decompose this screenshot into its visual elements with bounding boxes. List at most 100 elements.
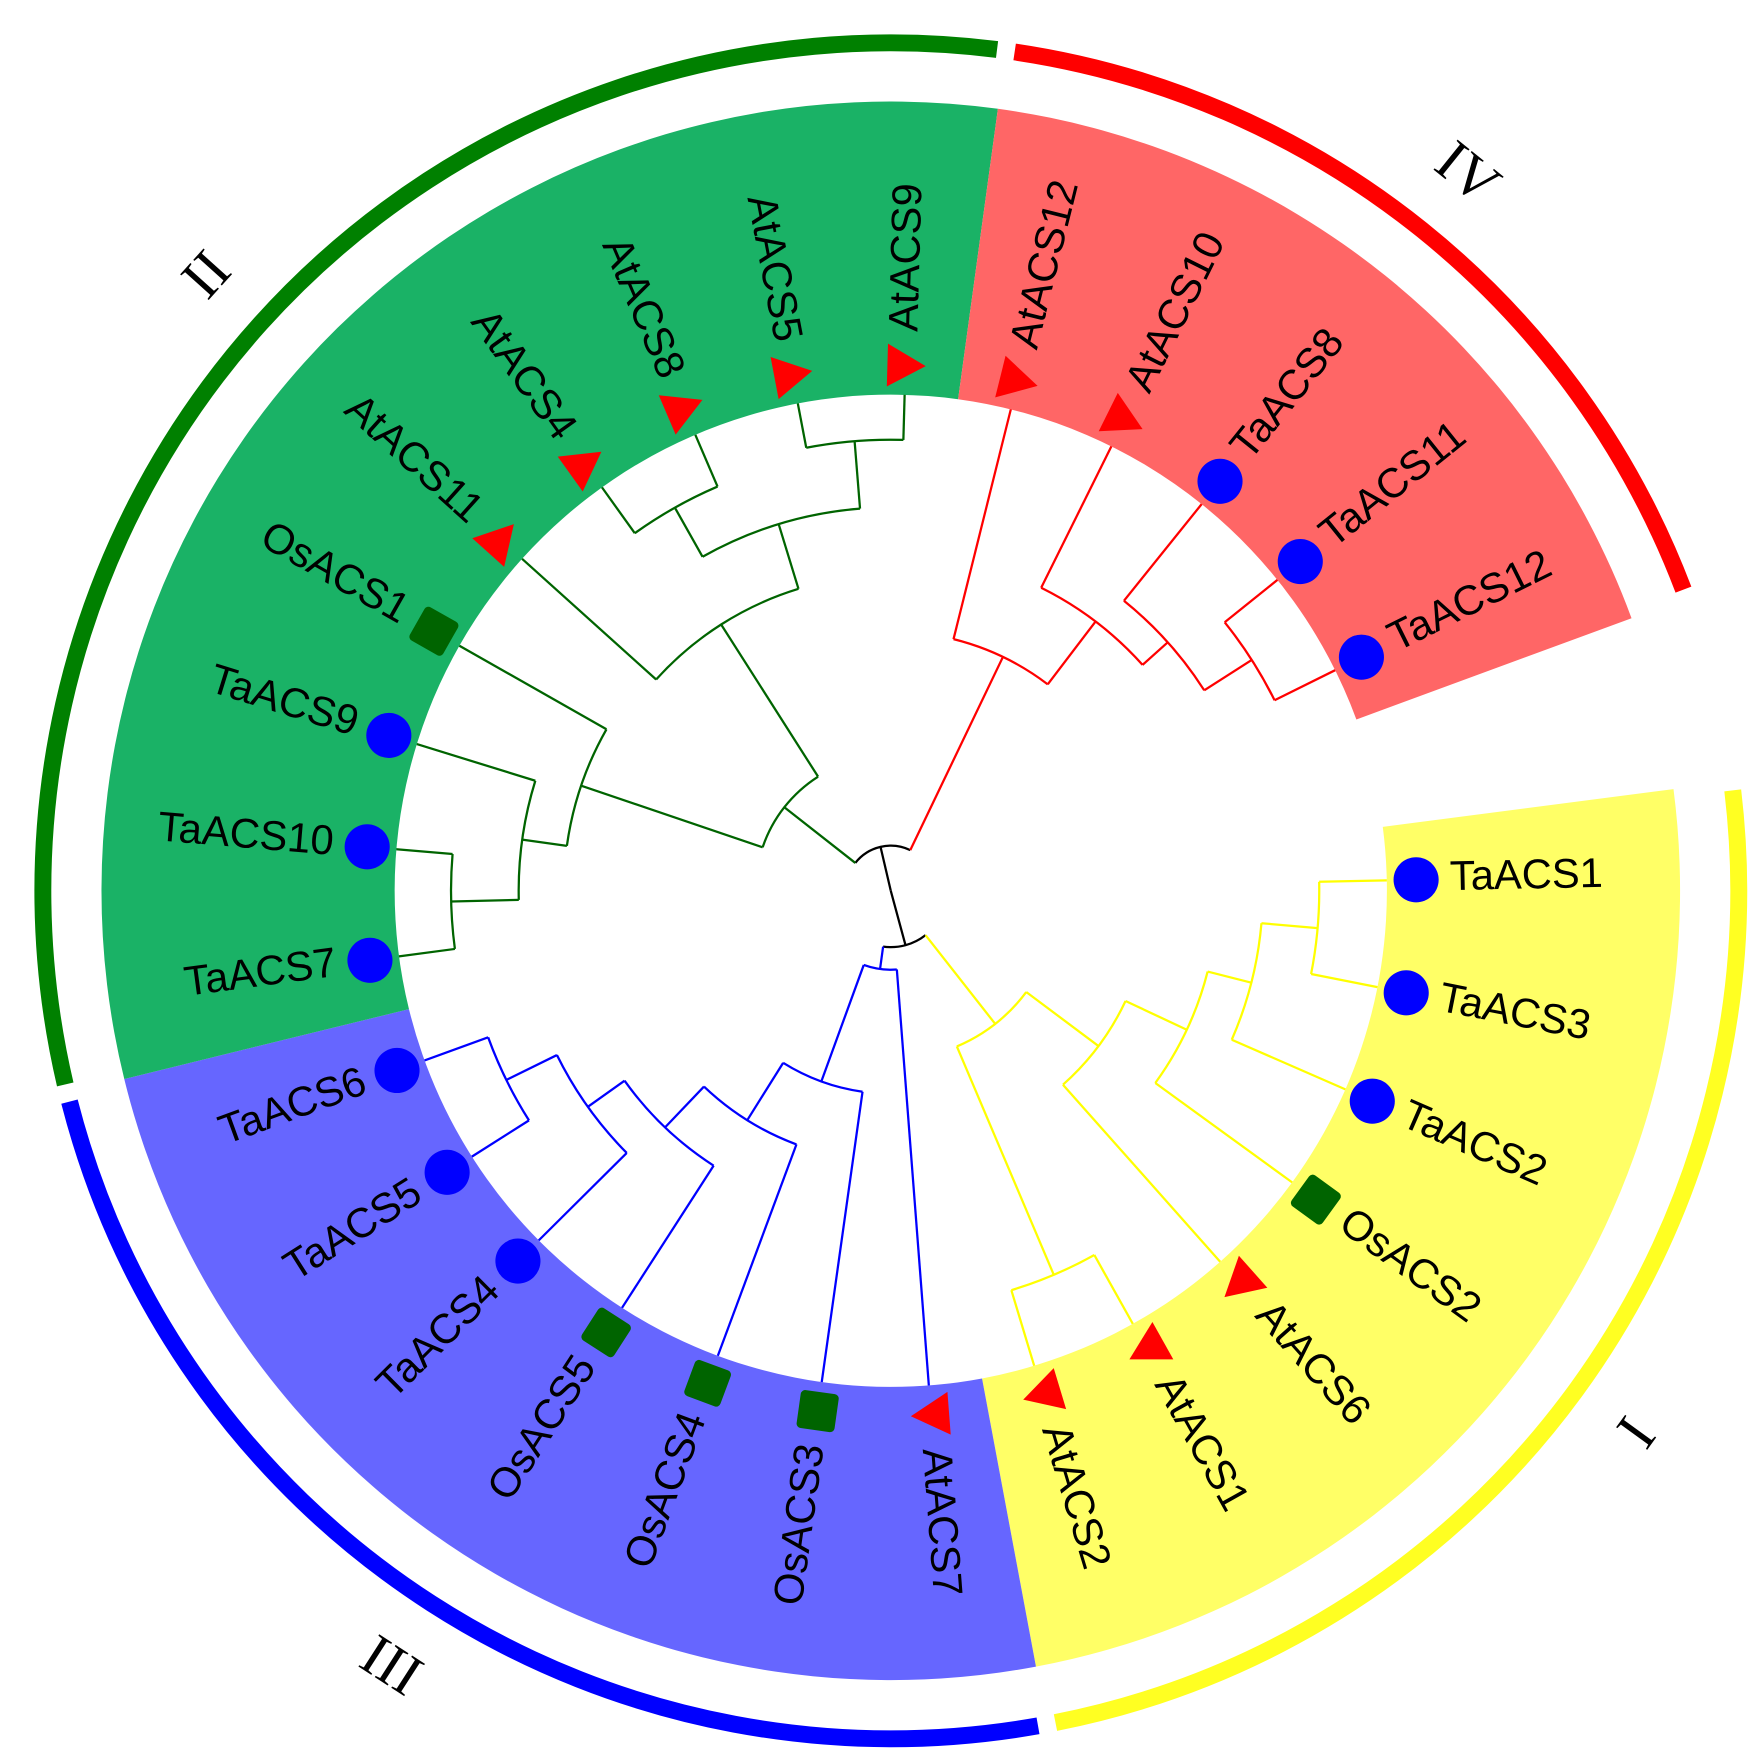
branch-arc — [703, 1085, 797, 1146]
branch-arc — [634, 485, 718, 535]
clade-background — [958, 108, 1632, 720]
branch — [601, 486, 636, 534]
clade-ring — [1013, 43, 1692, 593]
branch — [1207, 970, 1252, 984]
marker-triangle — [472, 524, 514, 567]
branch — [1046, 620, 1097, 686]
branch — [1010, 1289, 1036, 1367]
branch — [416, 742, 536, 782]
marker-square — [581, 1307, 631, 1358]
marker-circle — [495, 1238, 541, 1284]
branch — [1231, 1038, 1346, 1091]
branch-arc — [882, 934, 927, 949]
marker-triangle — [886, 343, 926, 387]
leaf-label: TaACS1 — [1449, 849, 1603, 899]
branch — [673, 507, 704, 558]
marker-circle — [1277, 538, 1323, 585]
branch-arc — [806, 438, 904, 449]
branch — [537, 1152, 628, 1242]
branch-arc — [1011, 1253, 1095, 1292]
branch — [664, 1085, 705, 1129]
leaf-label: AtACS7 — [914, 1446, 972, 1598]
branch — [1261, 922, 1318, 930]
branch-arc — [1123, 599, 1206, 691]
branch — [716, 1144, 798, 1357]
branch — [1093, 1254, 1134, 1325]
branch — [451, 898, 519, 903]
branch — [694, 434, 719, 488]
marker-triangle — [995, 355, 1038, 398]
branch — [1203, 658, 1253, 692]
branch-arc — [854, 844, 911, 864]
branch — [777, 523, 800, 590]
branch — [521, 557, 657, 681]
branch-arc — [702, 507, 861, 558]
branch — [1310, 972, 1378, 989]
branch — [1319, 879, 1387, 883]
marker-triangle — [1224, 1255, 1268, 1298]
branch — [895, 969, 930, 1386]
branch-arc — [1062, 1000, 1127, 1086]
branch — [1062, 1083, 1222, 1263]
branch-arc — [1040, 586, 1144, 666]
marker-triangle — [770, 356, 813, 400]
branch-arc — [555, 1054, 628, 1154]
marker-circle — [424, 1149, 470, 1195]
branch — [1025, 991, 1100, 1047]
marker-circle — [347, 937, 393, 983]
branch — [796, 403, 808, 448]
branch — [720, 623, 820, 778]
clade-ring — [1053, 789, 1748, 1731]
clade-ring — [34, 34, 999, 1087]
marker-triangle — [557, 451, 602, 492]
branch-arc — [655, 587, 799, 681]
branch-arc — [863, 963, 897, 971]
branch — [522, 838, 568, 847]
branch-arc — [761, 775, 819, 848]
branch — [471, 1119, 530, 1158]
branch — [924, 934, 997, 1025]
branch — [1154, 1082, 1293, 1184]
branch — [458, 644, 608, 731]
clade-background — [124, 1009, 1036, 1681]
branch — [1141, 641, 1169, 666]
branch-arc — [782, 1061, 863, 1093]
branch — [909, 656, 1004, 851]
branch — [587, 1079, 626, 1108]
marker-circle — [1338, 634, 1384, 680]
branch-arc — [1223, 621, 1276, 701]
branch — [820, 1091, 864, 1383]
branch — [1223, 579, 1279, 624]
branch — [424, 1036, 489, 1062]
branch — [398, 947, 456, 958]
clade-label: III — [349, 1622, 433, 1708]
marker-circle — [1393, 857, 1439, 903]
branch-arc — [449, 853, 457, 950]
branch — [889, 890, 907, 946]
branch — [878, 946, 885, 970]
marker-circle — [1349, 1078, 1395, 1124]
clade-label: I — [1604, 1405, 1668, 1459]
branch — [396, 848, 453, 856]
branch — [1274, 669, 1336, 702]
branch-arc — [1230, 923, 1263, 1041]
marker-triangle — [1023, 1368, 1067, 1410]
clade-label: II — [169, 238, 243, 311]
marker-circle — [1197, 458, 1243, 504]
branch-arc — [1154, 971, 1209, 1084]
branch — [621, 1165, 715, 1309]
branch — [1123, 503, 1203, 602]
branch — [879, 846, 892, 892]
marker-triangle — [658, 395, 703, 435]
branch-arc — [517, 780, 537, 900]
branch-arc — [623, 1080, 715, 1167]
marker-square — [796, 1390, 839, 1433]
branch-arc — [487, 1036, 530, 1121]
branch-arc — [956, 991, 1028, 1048]
branch-arc — [1309, 881, 1321, 975]
clade-background — [982, 789, 1681, 1667]
branch — [580, 784, 764, 849]
marker-triangle — [1098, 392, 1143, 432]
